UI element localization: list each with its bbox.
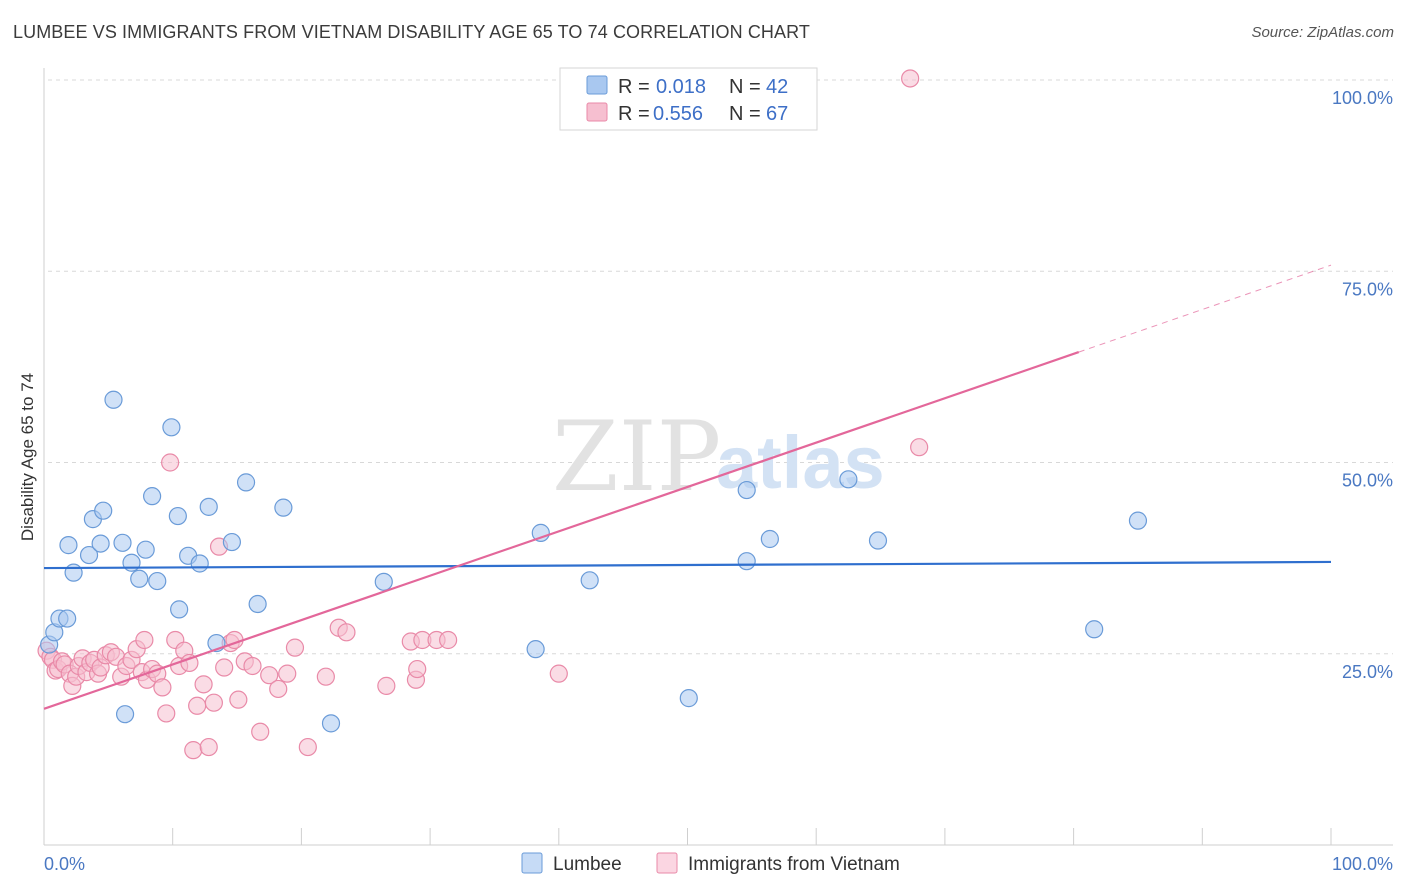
vietnam-point-66 bbox=[549, 664, 568, 683]
vietnam-point-30 bbox=[157, 704, 176, 723]
x-tick-label-min: 0.0% bbox=[44, 854, 85, 874]
lumbee-point-11 bbox=[113, 533, 132, 552]
axes bbox=[43, 68, 1393, 846]
legend-swatch-vietnam bbox=[586, 102, 608, 122]
bottom-legend-label-vietnam: Immigrants from Vietnam bbox=[688, 854, 900, 875]
y-tick-label-25: 25.0% bbox=[1342, 662, 1393, 682]
y-tick-label-75: 75.0% bbox=[1342, 279, 1393, 299]
trend-lines bbox=[43, 264, 1332, 710]
vietnam-point-29 bbox=[153, 678, 172, 697]
vietnam-point-38 bbox=[194, 675, 213, 694]
lumbee-trend-line bbox=[43, 560, 1332, 570]
lumbee-point-34 bbox=[679, 689, 698, 708]
legend-r-value-lumbee: 0.018 bbox=[656, 76, 706, 98]
lumbee-point-27 bbox=[248, 594, 267, 614]
vietnam-point-50 bbox=[269, 679, 288, 699]
vietnam-trend-extension bbox=[1078, 264, 1332, 353]
legend-n-label-lumbee: N = bbox=[729, 76, 761, 98]
vietnam-point-39 bbox=[199, 737, 218, 757]
lumbee-point-31 bbox=[526, 640, 545, 659]
lumbee-point-39 bbox=[868, 531, 888, 550]
vietnam-point-63 bbox=[439, 630, 458, 650]
vietnam-point-64 bbox=[901, 69, 920, 88]
bottom-legend: Lumbee Immigrants from Vietnam bbox=[521, 852, 900, 875]
lumbee-point-6 bbox=[79, 545, 99, 565]
lumbee-point-20 bbox=[170, 600, 189, 619]
lumbee-point-16 bbox=[143, 487, 162, 506]
vietnam-point-53 bbox=[298, 737, 317, 757]
lumbee-point-22 bbox=[190, 554, 209, 573]
vietnam-point-52 bbox=[285, 638, 305, 657]
y-axis-label: Disability Age 65 to 74 bbox=[18, 373, 37, 541]
vietnam-point-45 bbox=[229, 690, 248, 709]
vietnam-point-40 bbox=[204, 693, 223, 712]
vietnam-point-36 bbox=[184, 741, 203, 760]
lumbee-point-41 bbox=[1128, 511, 1148, 530]
vietnam-point-37 bbox=[188, 696, 207, 715]
lumbee-point-15 bbox=[136, 540, 155, 559]
bottom-legend-label-lumbee: Lumbee bbox=[553, 854, 622, 875]
source-label: Source: ZipAtlas.com bbox=[1251, 24, 1394, 41]
vietnam-point-51 bbox=[278, 664, 297, 683]
series-vietnam-points bbox=[37, 69, 929, 760]
lumbee-point-28 bbox=[274, 498, 293, 517]
vietnam-point-42 bbox=[215, 658, 234, 677]
legend-swatch-lumbee bbox=[586, 75, 608, 95]
y-tick-label-100: 100.0% bbox=[1332, 88, 1393, 108]
vietnam-point-31 bbox=[161, 453, 180, 472]
legend-r-label-lumbee: R = bbox=[618, 76, 650, 98]
chart-title: LUMBEE VS IMMIGRANTS FROM VIETNAM DISABI… bbox=[13, 22, 811, 42]
legend-n-value-vietnam: 67 bbox=[766, 103, 788, 125]
gridlines bbox=[48, 79, 1393, 655]
lumbee-point-26 bbox=[236, 473, 256, 492]
lumbee-point-23 bbox=[199, 497, 218, 516]
lumbee-point-5 bbox=[64, 563, 83, 582]
vietnam-point-48 bbox=[251, 722, 270, 741]
lumbee-point-36 bbox=[737, 552, 756, 571]
lumbee-point-9 bbox=[94, 501, 113, 520]
lumbee-point-30 bbox=[374, 572, 393, 591]
lumbee-point-25 bbox=[222, 532, 242, 552]
lumbee-point-18 bbox=[162, 418, 181, 437]
lumbee-point-4 bbox=[59, 536, 78, 555]
legend-r-label-vietnam: R = bbox=[618, 103, 650, 125]
lumbee-point-3 bbox=[58, 609, 77, 628]
vietnam-point-65 bbox=[910, 438, 929, 457]
lumbee-point-37 bbox=[760, 529, 779, 549]
x-tick-marks bbox=[172, 828, 1332, 845]
bottom-legend-swatch-vietnam bbox=[656, 852, 678, 874]
legend-box: R = 0.018 N = 42 R = 0.556 N = 67 bbox=[559, 67, 818, 131]
lumbee-point-12 bbox=[115, 705, 135, 724]
lumbee-point-29 bbox=[321, 714, 341, 733]
x-tick-label-max: 100.0% bbox=[1332, 854, 1393, 874]
vietnam-point-25 bbox=[135, 630, 154, 650]
lumbee-point-33 bbox=[580, 571, 599, 590]
bottom-legend-swatch-lumbee bbox=[521, 852, 543, 874]
legend-n-label-vietnam: N = bbox=[729, 103, 761, 125]
vietnam-point-35 bbox=[180, 653, 199, 673]
lumbee-point-14 bbox=[130, 569, 149, 588]
vietnam-trend-line bbox=[43, 351, 1080, 710]
lumbee-point-35 bbox=[737, 480, 756, 500]
watermark-zip: ZIP bbox=[552, 401, 721, 513]
lumbee-point-40 bbox=[1085, 620, 1104, 639]
vietnam-point-57 bbox=[377, 676, 396, 695]
lumbee-point-19 bbox=[168, 506, 187, 526]
y-tick-labels: 25.0% 50.0% 75.0% 100.0% bbox=[1332, 88, 1393, 682]
vietnam-point-49 bbox=[260, 666, 279, 685]
vietnam-point-54 bbox=[316, 667, 335, 686]
lumbee-point-10 bbox=[104, 390, 123, 409]
lumbee-point-8 bbox=[91, 534, 110, 553]
watermark: ZIP atlas bbox=[552, 401, 885, 513]
lumbee-point-17 bbox=[148, 571, 167, 591]
vietnam-point-56 bbox=[337, 623, 356, 642]
lumbee-point-38 bbox=[839, 470, 858, 489]
vietnam-point-60 bbox=[408, 659, 427, 679]
legend-r-value-vietnam: 0.556 bbox=[653, 103, 703, 125]
y-tick-label-50: 50.0% bbox=[1342, 471, 1393, 491]
vietnam-point-47 bbox=[243, 656, 262, 676]
legend-n-value-lumbee: 42 bbox=[766, 76, 788, 98]
